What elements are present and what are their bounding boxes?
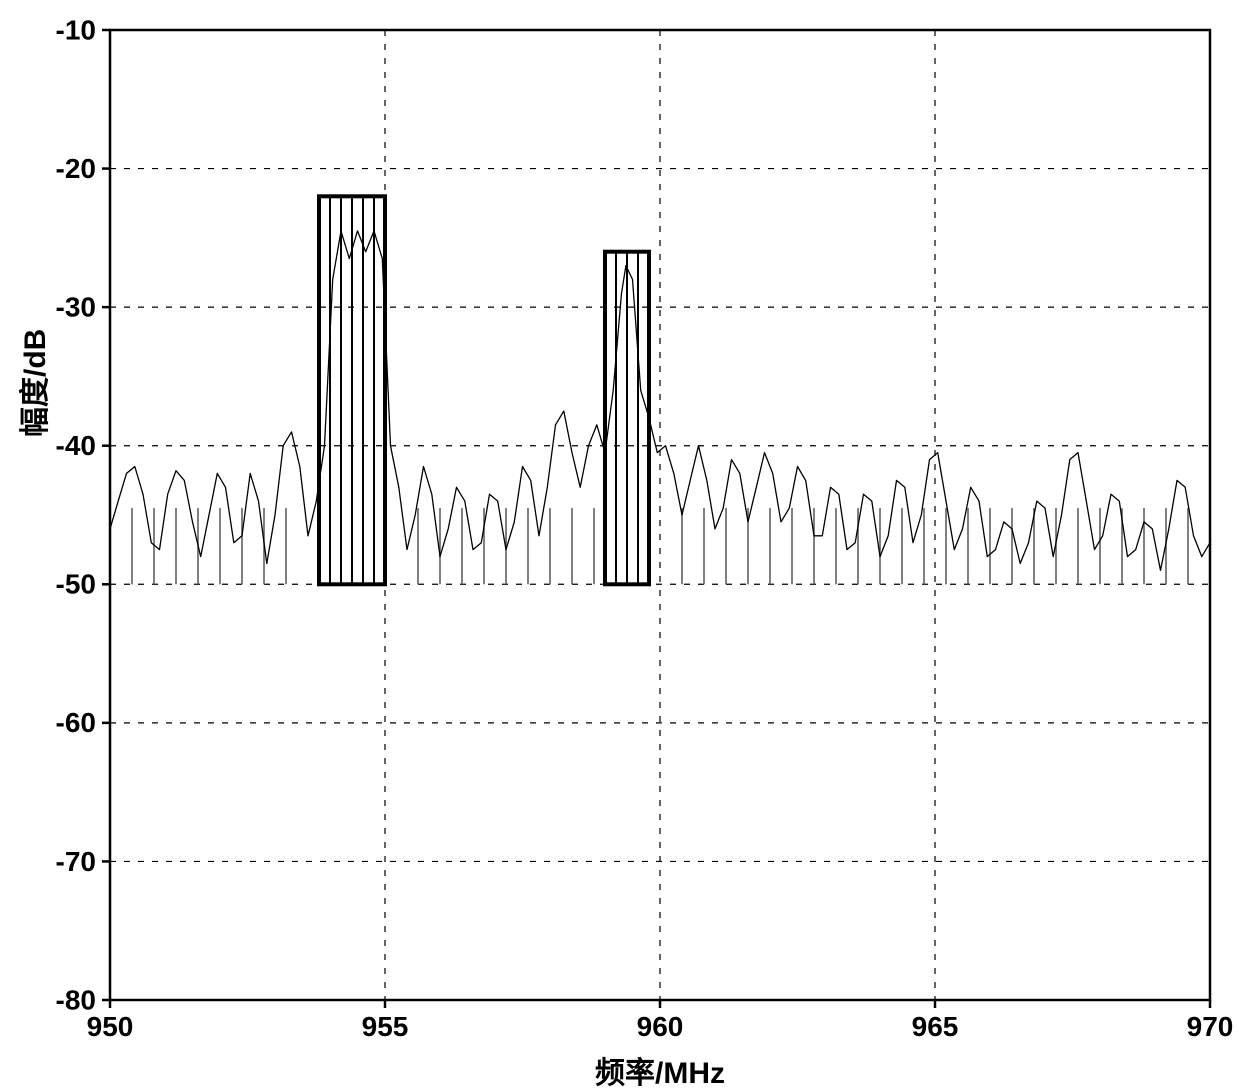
x-tick-label: 970 (1187, 1011, 1234, 1042)
y-tick-label: -10 (56, 14, 96, 45)
y-tick-label: -20 (56, 153, 96, 184)
x-tick-label: 965 (912, 1011, 959, 1042)
y-tick-label: -40 (56, 430, 96, 461)
x-tick-label: 955 (362, 1011, 409, 1042)
x-axis-label: 频率/MHz (595, 1048, 725, 1092)
x-tick-label: 950 (87, 1011, 134, 1042)
y-tick-label: -50 (56, 569, 96, 600)
x-tick-label: 960 (637, 1011, 684, 1042)
y-tick-label: -60 (56, 707, 96, 738)
chart-svg: 950 955 960 965 970 -80 -70 -60 -50 -40 -30 -20 -10 (0, 0, 1239, 1079)
y-tick-label: -70 (56, 846, 96, 877)
y-tick-label: -30 (56, 291, 96, 322)
spectrum-chart: 950955960965970-80-70-60-50-40-30-20-10 … (0, 0, 1239, 1079)
y-tick-label: -80 (56, 984, 96, 1015)
